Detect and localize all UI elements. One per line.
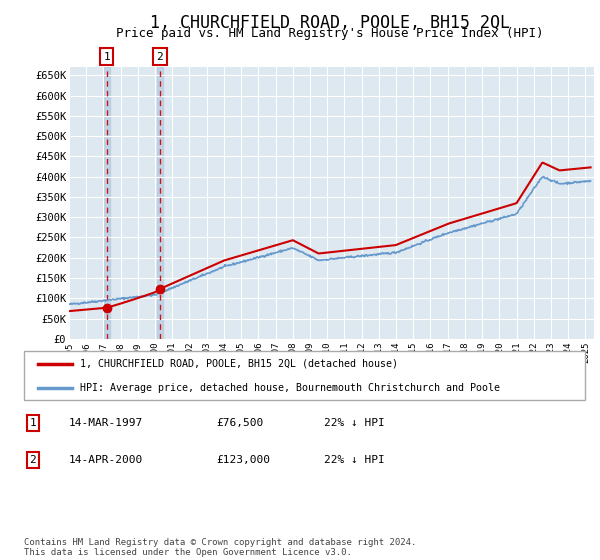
Text: 1, CHURCHFIELD ROAD, POOLE, BH15 2QL (detached house): 1, CHURCHFIELD ROAD, POOLE, BH15 2QL (de… — [80, 359, 398, 369]
Text: 1: 1 — [29, 418, 37, 428]
Text: 1, CHURCHFIELD ROAD, POOLE, BH15 2QL: 1, CHURCHFIELD ROAD, POOLE, BH15 2QL — [150, 14, 510, 32]
Text: £123,000: £123,000 — [216, 455, 270, 465]
Bar — [157, 67, 163, 339]
Text: 22% ↓ HPI: 22% ↓ HPI — [324, 418, 385, 428]
Text: 1: 1 — [103, 52, 110, 62]
Text: 2: 2 — [157, 52, 163, 62]
Text: 14-APR-2000: 14-APR-2000 — [69, 455, 143, 465]
Text: 2: 2 — [29, 455, 37, 465]
Text: Price paid vs. HM Land Registry's House Price Index (HPI): Price paid vs. HM Land Registry's House … — [116, 27, 544, 40]
Text: Contains HM Land Registry data © Crown copyright and database right 2024.
This d: Contains HM Land Registry data © Crown c… — [24, 538, 416, 557]
Text: £76,500: £76,500 — [216, 418, 263, 428]
Text: HPI: Average price, detached house, Bournemouth Christchurch and Poole: HPI: Average price, detached house, Bour… — [80, 382, 500, 393]
Text: 22% ↓ HPI: 22% ↓ HPI — [324, 455, 385, 465]
Bar — [104, 67, 110, 339]
Text: 14-MAR-1997: 14-MAR-1997 — [69, 418, 143, 428]
